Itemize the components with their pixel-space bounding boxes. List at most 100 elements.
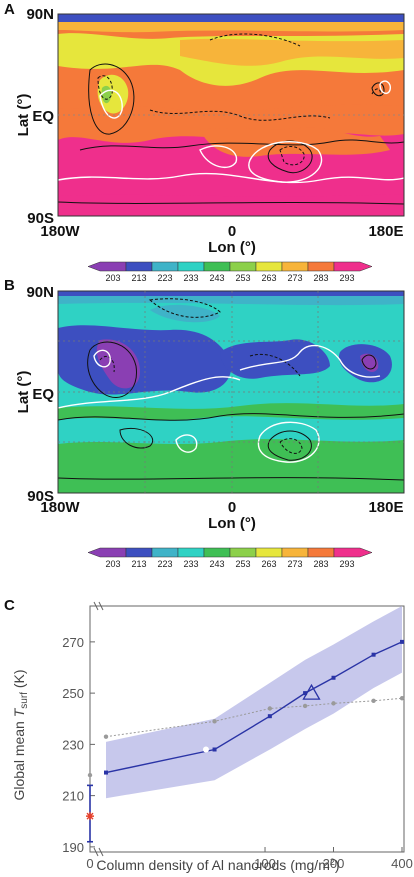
axis-break: [93, 847, 104, 857]
panel-a-ylabel: Lat (°): [15, 94, 32, 137]
panel-a-ytick-90n: 90N: [26, 6, 54, 23]
colorbar-swatch: [307, 547, 335, 558]
panel-b-yticks: 90N EQ 90S: [26, 284, 54, 505]
series-gray-point: [267, 706, 273, 711]
series-blue-point: [267, 714, 272, 719]
panel-b-map: [58, 291, 404, 493]
colorbar-tick-label: 253: [235, 273, 250, 283]
colorbar-swatch: [255, 261, 283, 272]
baseline-red-marker: [86, 812, 94, 821]
panel-b-ytick-eq: EQ: [32, 386, 54, 403]
colorbar-tick-label: 233: [183, 559, 198, 569]
series-blue-point: [331, 675, 336, 680]
colorbar-swatch: [177, 547, 205, 558]
colorbar-tick-label: 203: [105, 273, 120, 283]
white-marker: [202, 746, 209, 753]
colorbar-swatch: [281, 547, 309, 558]
colorbar-swatch: [333, 547, 373, 558]
x-tick-label: 400: [391, 856, 413, 871]
panel-c-letter: C: [4, 597, 15, 614]
panel-a-xlabel: Lon (°): [208, 239, 256, 256]
panel-a-ytick-eq: EQ: [32, 108, 54, 125]
series-gray-point: [302, 703, 308, 709]
panel-a-ytick-90s: 90S: [27, 210, 54, 227]
panel-b-ylabel: Lat (°): [15, 371, 32, 414]
colorbar-tick-label: 203: [105, 559, 120, 569]
colorbar-tick-label: 253: [235, 559, 250, 569]
series-blue-point: [212, 747, 217, 752]
panel-b-xtick-0: 0: [228, 499, 236, 516]
y-tick-label: 250: [62, 686, 84, 701]
colorbar-tick-label: 243: [209, 559, 224, 569]
colorbar-swatch: [125, 261, 153, 272]
series-blue-point: [371, 652, 376, 657]
baseline-gray-point: [87, 772, 93, 778]
panel-c-frame: [89, 605, 405, 853]
colorbar-tick-label: 223: [157, 559, 172, 569]
y-tick-label: 210: [62, 789, 84, 804]
colorbar-tick-label: 223: [157, 273, 172, 283]
panel-c-chart: 190 210 230 250 270 0 100 200 400: [62, 601, 413, 871]
colorbar-swatch: [203, 261, 231, 272]
colorbar-tick-label: 283: [313, 559, 328, 569]
x-tick-label: 100: [254, 856, 276, 871]
panel-a-yticks: 90N EQ 90S: [26, 6, 54, 227]
y-tick-label: 270: [62, 635, 84, 650]
panel-b-ytick-90n: 90N: [26, 284, 54, 301]
series-blue-point: [104, 770, 108, 775]
colorbar-tick-label: 293: [339, 273, 354, 283]
colorbar-swatch: [203, 547, 231, 558]
y-tick-label: 190: [62, 840, 84, 855]
colorbar-top: 203 213 223 233 243 253 263 273 283 293: [87, 261, 373, 283]
panel-a-xtick-180e: 180E: [368, 223, 403, 240]
colorbar-swatch: [229, 261, 257, 272]
colorbar-swatch: [307, 261, 335, 272]
panel-a-map: [58, 14, 404, 216]
series-gray-point: [331, 701, 336, 706]
series-gray-point: [212, 719, 217, 724]
colorbar-swatch: [151, 547, 179, 558]
colorbar-tick-label: 293: [339, 559, 354, 569]
panel-c-ylabel: Global mean Tsurf (K): [11, 669, 30, 800]
panel-a-xticks: 180W 0 180E: [40, 223, 403, 240]
colorbar-tick-label: 233: [183, 273, 198, 283]
panel-a-letter: A: [4, 1, 15, 18]
panel-b-ytick-90s: 90S: [27, 488, 54, 505]
uncertainty-band: [106, 606, 402, 799]
y-tick-label: 230: [62, 737, 84, 752]
colorbar-bottom: 203 213 223 233 243 253 263 273 283 293: [87, 547, 373, 569]
panel-b-letter: B: [4, 277, 15, 294]
colorbar-swatch: [255, 547, 283, 558]
series-blue-point: [400, 639, 404, 644]
panel-b-xticks: 180W 0 180E: [40, 499, 403, 516]
colorbar-tick-label: 243: [209, 273, 224, 283]
colorbar-swatch: [333, 261, 373, 272]
panel-c-xlabel: Column density of Al nanorods (mg/m2): [96, 857, 339, 873]
colorbar-swatch: [87, 547, 127, 558]
panel-a-xtick-0: 0: [228, 223, 236, 240]
panel-b-xtick-180w: 180W: [40, 499, 80, 516]
series-blue-point: [303, 691, 308, 696]
colorbar-tick-label: 213: [131, 273, 146, 283]
colorbar-tick-label: 283: [313, 273, 328, 283]
colorbar-tick-label: 213: [131, 559, 146, 569]
axis-break: [93, 601, 104, 611]
series-gray-point: [371, 698, 376, 704]
panel-a-xtick-180w: 180W: [40, 223, 80, 240]
x-tick-label: 0: [86, 856, 93, 871]
colorbar-tick-label: 263: [261, 273, 276, 283]
colorbar-swatch: [125, 547, 153, 558]
colorbar-tick-label: 273: [287, 273, 302, 283]
colorbar-swatch: [151, 261, 179, 272]
panel-b-xtick-180e: 180E: [368, 499, 403, 516]
panel-b-xlabel: Lon (°): [208, 515, 256, 532]
series-gray-point: [103, 734, 109, 739]
x-tick-label: 200: [323, 856, 345, 871]
triangle-marker: [302, 683, 321, 700]
series-gray-point: [399, 696, 405, 701]
colorbar-tick-label: 273: [287, 559, 302, 569]
colorbar-tick-label: 263: [261, 559, 276, 569]
colorbar-swatch: [281, 261, 309, 272]
colorbar-swatch: [177, 261, 205, 272]
